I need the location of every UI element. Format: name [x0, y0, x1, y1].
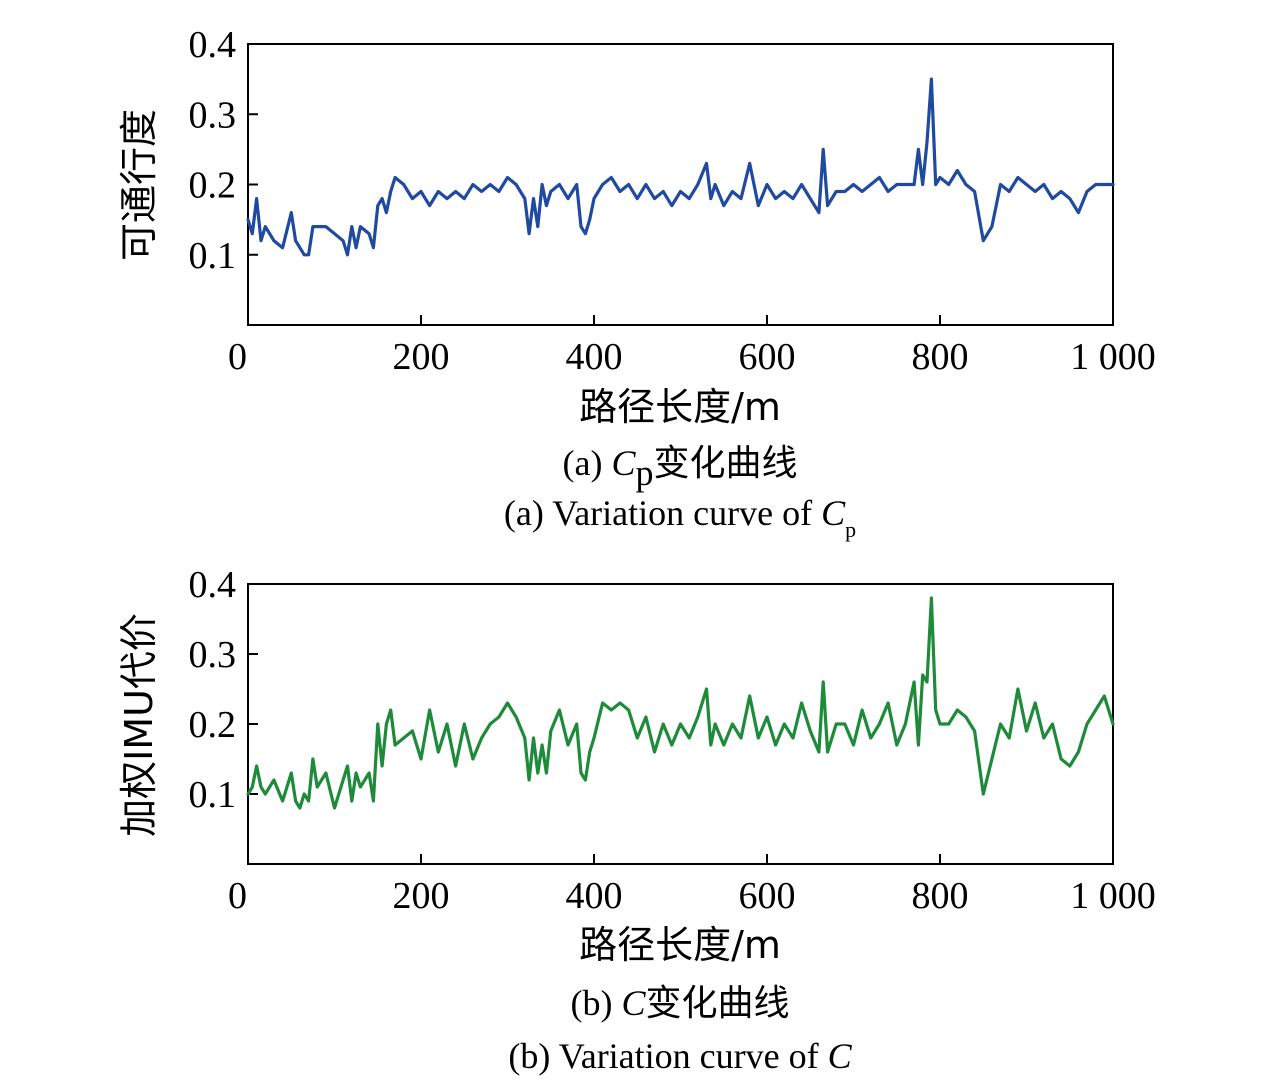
- caption-en-a-sub: p: [845, 517, 856, 542]
- series-line-b: [246, 596, 1115, 810]
- y-tick-label: 0.2: [189, 704, 237, 746]
- x-tick-label: 600: [739, 875, 796, 917]
- x-tick-label: 200: [393, 875, 450, 917]
- x-tick-label: 1 000: [1070, 336, 1156, 378]
- y-axis-label-a: 可通行度: [117, 109, 161, 261]
- x-axis-label-a: 路径长度/m: [579, 385, 781, 429]
- caption-en-a: (a) Variation curve of Cp: [504, 493, 856, 542]
- x-ticks-a: 0 200 400 600 800 1 000: [228, 315, 1156, 378]
- x-tick-label: 0: [228, 336, 247, 378]
- plot-frame-a: [247, 43, 1114, 326]
- caption-en-a-var: C: [821, 493, 846, 533]
- caption-cn-a-suffix: 变化曲线: [653, 443, 797, 484]
- y-tick-label: 0.4: [189, 564, 237, 606]
- caption-cn-a-sub: p: [635, 453, 653, 493]
- y-ticks-a: 0.1 0.2 0.3 0.4: [189, 24, 258, 277]
- y-tick-label: 0.4: [189, 24, 237, 66]
- caption-en-b-var: C: [828, 1036, 853, 1076]
- y-tick-label: 0.2: [189, 165, 237, 207]
- series-line-a: [246, 77, 1115, 257]
- x-tick-label: 200: [393, 336, 450, 378]
- caption-cn-a-prefix: (a): [563, 443, 612, 483]
- x-tick-label: 400: [566, 336, 623, 378]
- y-tick-label: 0.3: [189, 634, 237, 676]
- caption-cn-b-prefix: (b): [570, 983, 621, 1023]
- x-tick-label: 0: [228, 875, 247, 917]
- y-tick-label: 0.3: [189, 94, 237, 136]
- caption-cn-b: (b) C变化曲线: [570, 983, 789, 1024]
- caption-en-a-prefix: (a) Variation curve of: [504, 493, 821, 533]
- y-tick-label: 0.1: [189, 774, 237, 816]
- x-tick-label: 800: [912, 336, 969, 378]
- caption-cn-a-var: C: [611, 443, 636, 483]
- caption-cn-b-suffix: 变化曲线: [645, 983, 789, 1024]
- y-ticks-b: 0.1 0.2 0.3 0.4: [189, 564, 258, 816]
- x-tick-label: 1 000: [1070, 875, 1156, 917]
- x-tick-label: 400: [566, 875, 623, 917]
- y-axis-label-b: 加权IMU代价: [117, 613, 161, 837]
- y-tick-label: 0.1: [189, 235, 237, 277]
- chart-a: 0 200 400 600 800 1 000 0.1 0.2 0.3 0.4 路径长度/m 可…: [117, 24, 1156, 542]
- x-tick-label: 800: [912, 875, 969, 917]
- caption-cn-b-var: C: [621, 983, 646, 1023]
- caption-en-b-prefix: (b) Variation curve of: [508, 1036, 827, 1076]
- chart-b: 0 200 400 600 800 1 000 0.1 0.2 0.3 0.4 路径长度/m 加…: [117, 564, 1156, 1076]
- caption-en-b: (b) Variation curve of C: [508, 1036, 852, 1076]
- caption-cn-a: (a) Cp变化曲线: [563, 443, 798, 493]
- x-tick-label: 600: [739, 336, 796, 378]
- x-axis-label-b: 路径长度/m: [579, 923, 781, 967]
- x-ticks-b: 0 200 400 600 800 1 000: [228, 854, 1156, 917]
